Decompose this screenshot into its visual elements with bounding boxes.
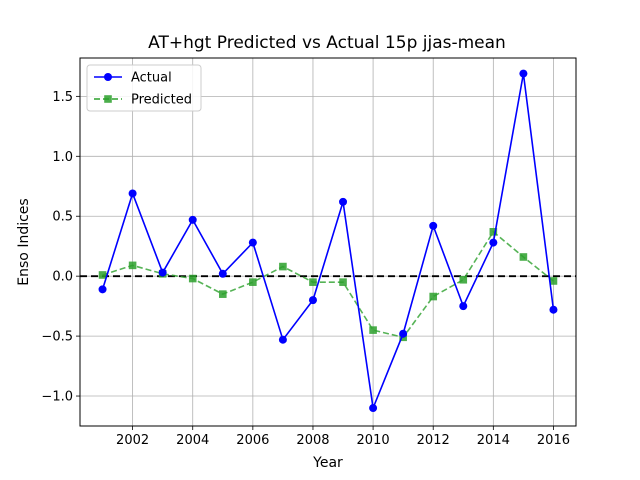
predicted-point: [519, 253, 528, 261]
actual-point: [429, 221, 438, 230]
plot-frame: [79, 57, 577, 427]
predicted-point: [549, 277, 558, 285]
predicted-point: [459, 275, 468, 284]
predicted-point: [218, 290, 227, 298]
actual-point: [98, 285, 107, 294]
predicted-point: [489, 228, 498, 236]
y-tick-label: 0.5: [52, 210, 73, 225]
y-tick-label: 0.0: [52, 270, 73, 285]
actual-point: [369, 404, 378, 413]
predicted-point: [98, 271, 107, 279]
x-tick-label: 2004: [176, 433, 209, 448]
actual-point: [218, 269, 227, 278]
legend-label: Predicted: [131, 93, 192, 108]
x-tick-label: 2010: [357, 433, 390, 448]
actual-point: [519, 69, 528, 78]
actual-point: [278, 335, 287, 344]
legend-marker: [104, 95, 112, 103]
actual-line: [101, 73, 555, 412]
axis-ticks: 2002 2004 2006 2008 2010 2012 2014 2016 −1.0 −0.5…: [41, 90, 570, 448]
x-tick-label: 2006: [236, 433, 269, 448]
legend-item-predicted: Predicted: [94, 93, 192, 108]
y-tick-label: 1.0: [52, 150, 73, 165]
actual-point: [248, 238, 257, 247]
x-tick-label: 2008: [296, 433, 329, 448]
actual-point: [399, 329, 408, 338]
actual-point: [339, 197, 348, 206]
actual-point: [188, 215, 197, 224]
x-tick-label: 2014: [477, 433, 510, 448]
actual-point: [158, 268, 167, 277]
legend-item-actual: Actual: [94, 71, 172, 86]
series-actual: [98, 69, 558, 413]
legend-marker: [104, 73, 112, 81]
predicted-point: [128, 261, 137, 270]
legend-label: Actual: [131, 71, 172, 86]
predicted-point: [339, 278, 347, 286]
predicted-point: [249, 278, 257, 286]
predicted-point: [188, 274, 197, 283]
predicted-point: [309, 278, 317, 286]
y-tick-label: −0.5: [41, 330, 73, 345]
y-axis-label: Enso Indices: [16, 198, 32, 285]
legend: Actual Predicted: [86, 64, 202, 112]
actual-point: [549, 305, 558, 314]
actual-point: [459, 302, 468, 311]
x-tick-label: 2016: [537, 433, 570, 448]
predicted-line: [102, 230, 554, 339]
chart-title: AT+hgt Predicted vs Actual 15p jjas-mean: [148, 33, 506, 53]
x-tick-label: 2012: [417, 433, 450, 448]
y-tick-label: 1.5: [52, 90, 73, 105]
predicted-point: [429, 292, 438, 301]
actual-point: [128, 189, 137, 198]
predicted-point: [369, 326, 377, 334]
x-tick-label: 2002: [116, 433, 149, 448]
series-layer: [98, 69, 558, 413]
predicted-point: [279, 262, 287, 271]
actual-point: [308, 296, 317, 305]
actual-point: [489, 238, 498, 247]
x-axis-label: Year: [312, 455, 343, 471]
y-tick-label: −1.0: [41, 390, 73, 405]
